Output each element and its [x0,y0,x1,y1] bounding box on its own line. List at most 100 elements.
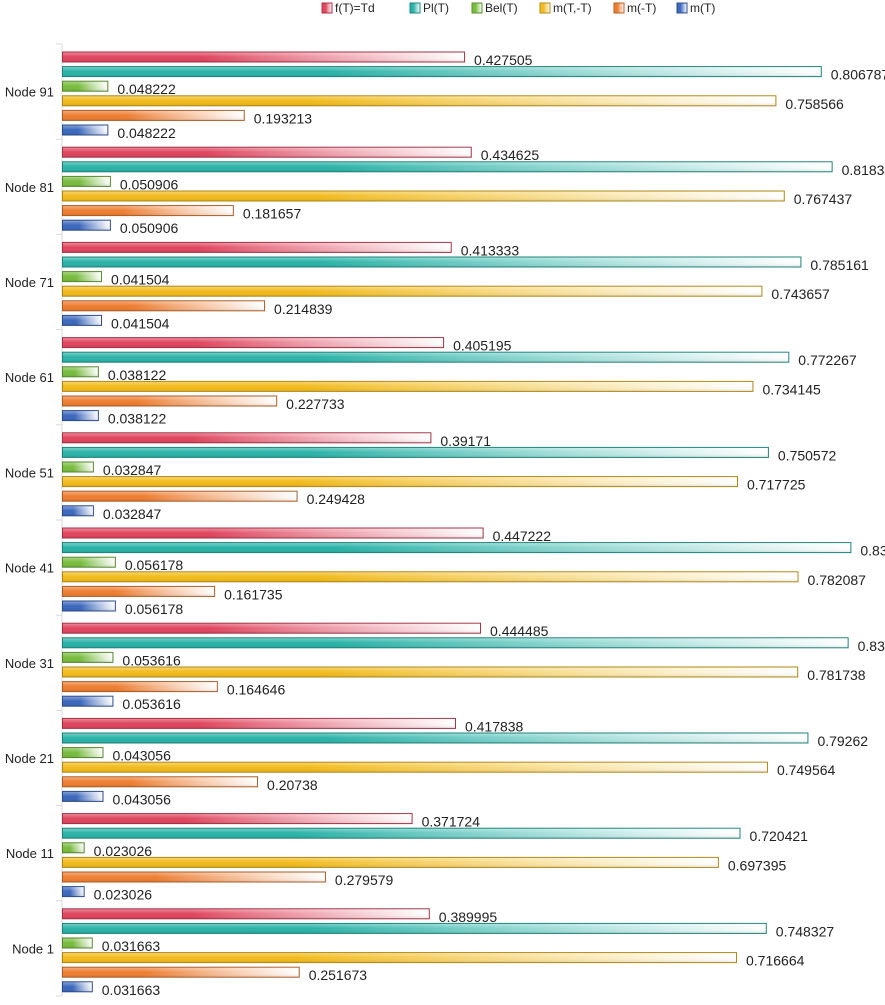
data-label-m-t-node-41: 0.056178 [125,601,184,617]
bar-gloss-pl-t-node-31 [63,638,848,648]
bar-gloss-m-t-node-91 [63,125,108,135]
bar-gloss-m-t-node-21 [63,777,258,787]
legend-label-m-t: m(T) [690,1,715,15]
bar-gloss-pl-t-node-91 [63,67,821,77]
bar-gloss-m-t-node-81 [63,220,110,230]
bar-gloss-m-t-node-71 [63,301,265,311]
bar-gloss-m-t-t-node-91 [63,96,776,106]
category-label-node-21: Node 21 [5,751,54,766]
legend-item-m-t-t[interactable]: m(T,-T) [539,1,592,15]
data-label-m-t-node-91: 0.048222 [117,125,176,141]
data-label-pl-t-node-81: 0.818343 [842,162,885,178]
data-label-pl-t-node-1: 0.748327 [776,923,835,939]
bar-gloss-pl-t-node-41 [63,543,851,553]
data-label-f-t-td-node-21: 0.417838 [465,718,524,734]
category-label-node-71: Node 71 [5,275,54,290]
data-label-m-t-t-node-71: 0.743657 [771,286,830,302]
bar-gloss-pl-t-node-71 [63,257,801,267]
bar-gloss-m-t-node-41 [63,601,115,611]
data-label-f-t-td-node-31: 0.444485 [490,623,549,639]
bar-gloss-bel-t-node-1 [63,938,92,948]
data-label-m-t-node-61: 0.038122 [108,411,167,427]
data-label-bel-t-node-61: 0.038122 [108,367,167,383]
data-label-f-t-td-node-71: 0.413333 [461,242,520,258]
bar-gloss-pl-t-node-51 [63,447,768,457]
legend-item-m-t[interactable]: m(T) [676,1,715,15]
legend-swatch-f-t-td [321,2,333,14]
bar-gloss-m-t-node-81 [63,206,233,216]
data-label-bel-t-node-91: 0.048222 [117,81,176,97]
legend-label-m-t: m(-T) [627,1,656,15]
data-label-m-t-t-node-21: 0.749564 [777,762,836,778]
legend-swatch-m-t-t [539,2,551,14]
legend-label-bel-t: Bel(T) [485,1,518,15]
legend-swatch-bel-t [471,2,483,14]
data-label-f-t-td-node-11: 0.371724 [422,814,481,830]
data-label-m-t-t-node-91: 0.758566 [785,96,844,112]
legend-swatch-m-t [676,2,688,14]
data-labels: 0.427505 0.806787 0.048222 0.758566 0.193213… [94,52,885,998]
category-label-node-51: Node 51 [5,465,54,480]
bar-gloss-m-t-node-51 [63,506,93,516]
bar-gloss-m-t-node-21 [63,791,103,801]
data-label-m-t-t-node-61: 0.734145 [762,381,821,397]
data-label-f-t-td-node-41: 0.447222 [493,528,552,544]
bar-gloss-f-t-td-node-61 [63,338,444,348]
bar-gloss-m-t-node-41 [63,586,215,596]
data-label-bel-t-node-1: 0.031663 [102,938,161,954]
bar-gloss-m-t-t-node-31 [63,667,798,677]
data-label-m-t-node-51: 0.032847 [103,506,162,522]
data-label-pl-t-node-71: 0.785161 [810,257,869,273]
data-label-f-t-td-node-91: 0.427505 [474,52,533,68]
category-label-node-1: Node 1 [12,941,54,956]
data-label-m-t-node-21: 0.043056 [112,791,171,807]
data-label-m-t-node-91: 0.193213 [254,110,313,126]
data-label-m-t-node-61: 0.227733 [286,396,345,412]
bar-gloss-bel-t-node-91 [63,81,108,91]
category-labels: Node 91 Node 81 Node 71 Node 61 Node 51 Node … [5,85,54,957]
bar-gloss-pl-t-node-11 [63,828,740,838]
bar-gloss-bel-t-node-41 [63,557,115,567]
bar-gloss-f-t-td-node-11 [63,814,412,824]
bar-gloss-m-t-t-node-61 [63,381,753,391]
legend-item-f-t-td[interactable]: f(T)=Td [321,1,375,15]
bar-gloss-f-t-td-node-1 [63,909,429,919]
legend-item-pl-t[interactable]: Pl(T) [409,1,449,15]
legend-label-m-t-t: m(T,-T) [553,1,592,15]
bar-gloss-m-t-t-node-41 [63,572,798,582]
bar-gloss-pl-t-node-21 [63,733,808,743]
legend-item-m-t[interactable]: m(-T) [613,1,656,15]
bar-gloss-m-t-node-1 [63,982,92,992]
data-label-m-t-node-31: 0.053616 [122,696,181,712]
legend-item-bel-t[interactable]: Bel(T) [471,1,518,15]
bar-gloss-m-t-t-node-51 [63,477,738,487]
bar-gloss-f-t-td-node-91 [63,52,465,62]
data-label-m-t-node-71: 0.214839 [274,301,333,317]
bar-gloss-m-t-node-91 [63,110,244,120]
legend-swatch-pl-t [409,2,421,14]
data-label-m-t-t-node-31: 0.781738 [807,667,866,683]
bar-gloss-f-t-td-node-71 [63,242,451,252]
category-label-node-31: Node 31 [5,656,54,671]
data-label-bel-t-node-21: 0.043056 [112,748,171,764]
data-label-pl-t-node-21: 0.79262 [817,733,868,749]
bar-gloss-m-t-t-node-11 [63,857,718,867]
category-label-node-11: Node 11 [6,846,54,861]
data-label-bel-t-node-51: 0.032847 [103,462,162,478]
data-label-bel-t-node-81: 0.050906 [120,176,179,192]
category-label-node-61: Node 61 [5,370,54,385]
data-label-pl-t-node-11: 0.720421 [750,828,809,844]
data-label-m-t-node-1: 0.031663 [102,982,161,998]
bar-gloss-bel-t-node-71 [63,272,102,282]
bar-gloss-pl-t-node-1 [63,923,766,933]
data-label-m-t-node-21: 0.20738 [267,777,318,793]
bar-gloss-f-t-td-node-21 [63,718,455,728]
data-label-f-t-td-node-61: 0.405195 [453,338,512,354]
data-label-m-t-node-11: 0.023026 [94,887,153,903]
data-label-m-t-node-31: 0.164646 [227,682,286,698]
bar-gloss-m-t-node-71 [63,315,102,325]
bars [62,51,852,993]
data-label-m-t-t-node-51: 0.717725 [747,477,806,493]
legend-label-pl-t: Pl(T) [423,1,449,15]
bar-gloss-m-t-node-11 [63,872,325,882]
